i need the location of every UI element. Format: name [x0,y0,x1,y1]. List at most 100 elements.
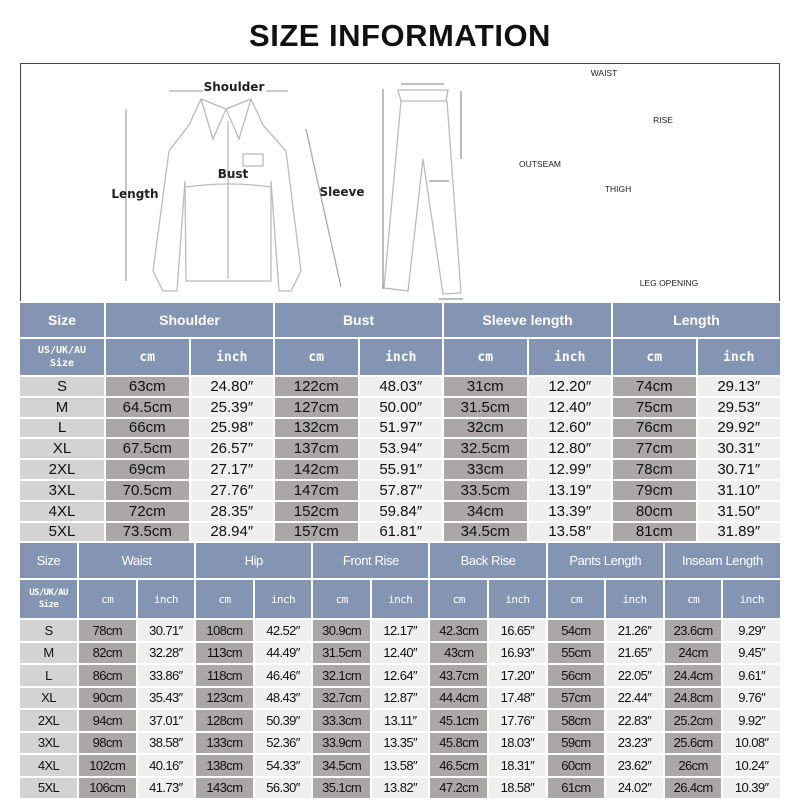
cm-value-cell: 78cm [613,460,696,479]
cm-value-cell: 31.5cm [444,397,527,417]
inch-value-cell: 18.58″ [489,777,546,798]
cm-value-cell: 34.5cm [444,522,527,542]
inch-value-cell: 13.35″ [371,732,429,753]
cm-value-cell: 102cm [79,755,136,776]
size-cell: L [20,418,104,438]
inch-value-cell: 29.92″ [697,418,780,438]
inch-value-cell: 61.81″ [359,522,442,542]
cm-value-cell: 33.9cm [313,732,370,753]
cm-value-cell: 45.8cm [430,732,488,753]
cm-value-cell: 122cm [275,377,358,396]
size-cell: XL [20,687,77,708]
size-subheader-line: Size [38,600,59,610]
cm-value-cell: 33cm [444,460,527,479]
inch-value-cell: 50.39″ [254,710,312,731]
inch-value-cell: 42.52″ [254,620,312,641]
inch-value-cell: 18.31″ [489,755,546,776]
cm-value-cell: 138cm [196,755,253,776]
inch-value-cell: 9.45″ [723,642,780,663]
inch-value-cell: 9.76″ [723,687,780,708]
cm-value-cell: 45.1cm [430,710,488,731]
size-cell: 5XL [20,777,77,798]
unit-header-cm: cm [79,580,136,618]
inch-value-cell: 50.00″ [359,397,442,417]
column-header: Waist [79,543,195,578]
cm-value-cell: 46.5cm [430,755,488,776]
inch-value-cell: 18.03″ [489,732,546,753]
cm-value-cell: 78cm [79,620,136,641]
size-cell: 4XL [20,755,77,776]
column-header: Front Rise [313,543,429,578]
column-header: Back Rise [430,543,546,578]
column-header: Shoulder [106,303,273,337]
cm-value-cell: 79cm [613,480,696,500]
inch-value-cell: 56.30″ [254,777,312,798]
cm-value-cell: 60cm [547,755,605,776]
inch-value-cell: 35.43″ [137,687,195,708]
unit-header-inch: inch [489,580,546,618]
sleeve-label: Sleeve [320,185,365,199]
unit-header-inch: inch [190,339,273,375]
cm-value-cell: 127cm [275,397,358,417]
inch-value-cell: 38.58″ [137,732,195,753]
cm-value-cell: 35.1cm [313,777,370,798]
cm-value-cell: 57cm [547,687,605,708]
cm-value-cell: 72cm [106,501,189,521]
inch-value-cell: 9.29″ [723,620,780,641]
cm-value-cell: 24.8cm [664,687,722,708]
size-subheader: US/UK/AU Size [20,339,104,375]
length-label: Length [111,187,158,201]
cm-value-cell: 43.7cm [430,665,488,686]
outseam-label: OUTSEAM [519,159,561,169]
inch-value-cell: 22.83″ [606,710,663,731]
inch-value-cell: 13.19″ [528,480,611,500]
cm-value-cell: 73.5cm [106,522,189,542]
inch-value-cell: 28.94″ [190,522,273,542]
inch-value-cell: 48.43″ [254,687,312,708]
cm-value-cell: 42.3cm [430,620,488,641]
cm-value-cell: 61cm [547,777,605,798]
cm-value-cell: 76cm [613,418,696,438]
thigh-label: THIGH [605,184,631,194]
cm-value-cell: 25.2cm [664,710,722,731]
inch-value-cell: 28.35″ [190,501,273,521]
inch-value-cell: 57.87″ [359,480,442,500]
inch-value-cell: 31.50″ [697,501,780,521]
cm-value-cell: 143cm [196,777,253,798]
inch-value-cell: 30.71″ [137,620,195,641]
column-header: Bust [275,303,442,337]
cm-value-cell: 98cm [79,732,136,753]
unit-header-cm: cm [106,339,189,375]
inch-value-cell: 24.02″ [606,777,663,798]
size-cell: S [20,377,104,396]
inch-value-cell: 13.58″ [528,522,611,542]
cm-value-cell: 31cm [444,377,527,396]
size-cell: XL [20,439,104,459]
inch-value-cell: 26.57″ [190,439,273,459]
unit-header-inch: inch [359,339,442,375]
cm-value-cell: 56cm [547,665,605,686]
inch-value-cell: 59.84″ [359,501,442,521]
inch-value-cell: 40.16″ [137,755,195,776]
unit-header-cm: cm [313,580,370,618]
inch-value-cell: 16.65″ [489,620,546,641]
inch-value-cell: 27.17″ [190,460,273,479]
cm-value-cell: 55cm [547,642,605,663]
size-cell: M [20,642,77,663]
bust-label: Bust [218,167,249,181]
cm-value-cell: 26cm [664,755,722,776]
cm-value-cell: 33.5cm [444,480,527,500]
page-title: SIZE INFORMATION [249,18,551,53]
cm-value-cell: 32cm [444,418,527,438]
inch-value-cell: 41.73″ [137,777,195,798]
cm-value-cell: 59cm [547,732,605,753]
cm-value-cell: 25.6cm [664,732,722,753]
inch-value-cell: 22.05″ [606,665,663,686]
inch-value-cell: 37.01″ [137,710,195,731]
inch-value-cell: 12.80″ [528,439,611,459]
inch-value-cell: 44.49″ [254,642,312,663]
column-header: Hip [196,543,312,578]
inch-value-cell: 25.98″ [190,418,273,438]
unit-header-inch: inch [254,580,312,618]
inch-value-cell: 17.76″ [489,710,546,731]
